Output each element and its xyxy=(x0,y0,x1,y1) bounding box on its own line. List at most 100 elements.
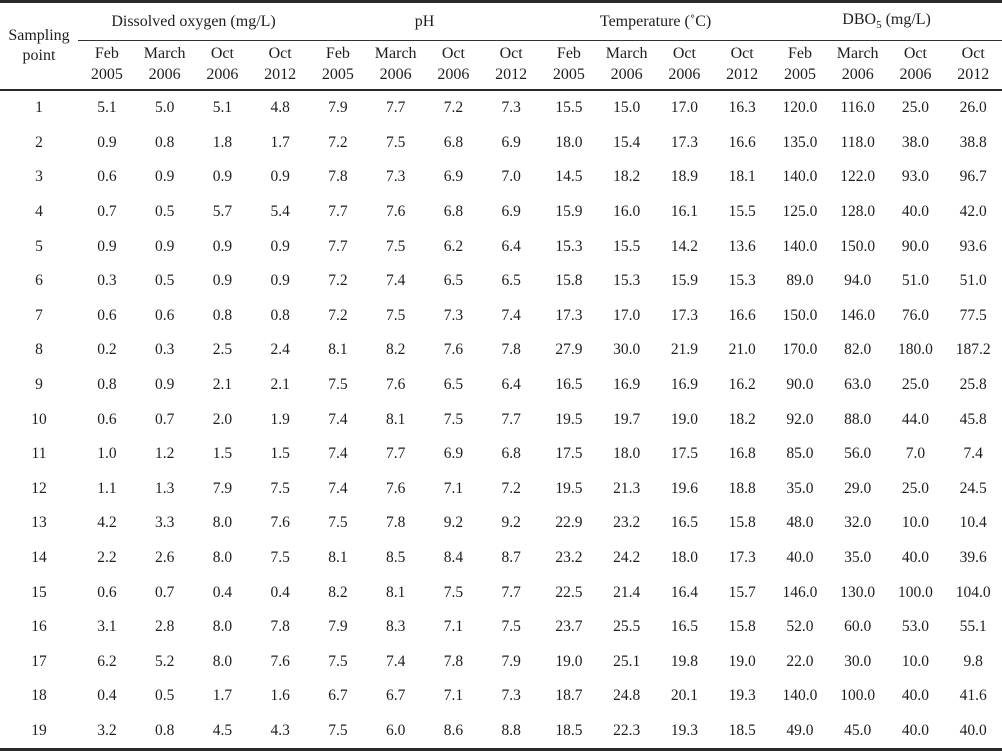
value-cell: 53.0 xyxy=(901,618,929,636)
column-month: Oct xyxy=(268,45,292,63)
table-row: 3 0.6 0.9 0.9 0.9 7.8 7.3 6.9 7.0 14.5 18.2 18.9 18.… xyxy=(0,160,1002,195)
column-month: Oct xyxy=(210,45,234,63)
value-cell: 17.5 xyxy=(670,445,698,463)
value-cell: 8.0 xyxy=(212,549,233,567)
value-cell: 0.9 xyxy=(270,272,290,290)
value-cell: 85.0 xyxy=(786,445,814,463)
value-cell: 7.9 xyxy=(212,479,233,497)
column-header-march-2006: March 2006 xyxy=(828,40,887,91)
value-cell: 19.3 xyxy=(728,687,756,705)
value-cell: 7.4 xyxy=(385,272,406,290)
value-cell: 7.5 xyxy=(385,237,406,255)
value-cell: 130.0 xyxy=(840,583,876,601)
value-cell: 6.8 xyxy=(501,445,521,463)
value-cell: 4.5 xyxy=(212,721,233,739)
value-cell: 7.2 xyxy=(501,479,521,497)
value-cell: 1.5 xyxy=(212,445,233,463)
value-cell: 7.9 xyxy=(501,652,521,670)
dbo5-label-suffix: (mg/L) xyxy=(881,11,931,29)
value-cell: 0.8 xyxy=(97,376,117,394)
value-cell: 140.0 xyxy=(782,168,818,186)
value-cell: 89.0 xyxy=(786,272,814,290)
value-cell: 55.1 xyxy=(959,618,987,636)
value-cell: 32.0 xyxy=(844,514,872,532)
value-cell: 52.0 xyxy=(786,618,814,636)
column-header-oct-2012: Oct 2012 xyxy=(482,40,541,91)
value-cell: 90.0 xyxy=(901,237,929,255)
value-cell: 9.2 xyxy=(501,514,521,532)
value-cell: 5.1 xyxy=(212,99,233,117)
value-cell: 8.3 xyxy=(385,618,406,636)
value-cell: 7.7 xyxy=(328,237,348,255)
value-cell: 94.0 xyxy=(844,272,872,290)
table-row: 6 0.3 0.5 0.9 0.9 7.2 7.4 6.5 6.5 15.8 15.3 15.9 15.… xyxy=(0,264,1002,299)
value-cell: 7.3 xyxy=(443,306,464,324)
value-cell: 104.0 xyxy=(955,583,991,601)
value-cell: 18.9 xyxy=(670,168,698,186)
value-cell: 7.5 xyxy=(328,376,348,394)
value-cell: 40.0 xyxy=(959,721,987,739)
value-cell: 16.3 xyxy=(728,99,756,117)
value-cell: 1.5 xyxy=(270,445,290,463)
value-cell: 128.0 xyxy=(840,203,876,221)
value-cell: 0.3 xyxy=(97,272,117,290)
value-cell: 7.7 xyxy=(385,445,406,463)
value-cell: 19.8 xyxy=(670,652,698,670)
table-row: 9 0.8 0.9 2.1 2.1 7.5 7.6 6.5 6.4 16.5 16.9 16.9 16.… xyxy=(0,368,1002,403)
value-cell: 45.8 xyxy=(959,410,987,428)
value-cell: 8.5 xyxy=(385,549,406,567)
value-cell: 3.2 xyxy=(97,721,117,739)
value-cell: 16.2 xyxy=(728,376,756,394)
value-cell: 7.0 xyxy=(501,168,521,186)
column-year: 2006 xyxy=(206,66,239,83)
value-cell: 7.0 xyxy=(905,445,926,463)
value-cell: 40.0 xyxy=(901,687,929,705)
column-year: 2006 xyxy=(148,66,181,83)
value-cell: 23.2 xyxy=(613,514,641,532)
value-cell: 10.4 xyxy=(959,514,987,532)
value-cell: 7.5 xyxy=(328,652,348,670)
sampling-point-cell: 2 xyxy=(35,133,43,151)
value-cell: 6.7 xyxy=(385,687,406,705)
value-cell: 180.0 xyxy=(898,341,933,359)
value-cell: 0.9 xyxy=(270,168,290,186)
value-cell: 7.6 xyxy=(385,376,406,394)
value-cell: 7.5 xyxy=(443,583,464,601)
value-cell: 0.4 xyxy=(270,583,290,601)
value-cell: 7.9 xyxy=(328,618,348,636)
value-cell: 0.3 xyxy=(154,341,175,359)
value-cell: 7.9 xyxy=(328,99,348,117)
value-cell: 13.6 xyxy=(728,237,756,255)
table-header: Sampling point Dissolved oxygen (mg/L) p… xyxy=(0,1,1002,91)
value-cell: 16.9 xyxy=(670,376,698,394)
value-cell: 7.7 xyxy=(501,583,521,601)
value-cell: 48.0 xyxy=(786,514,814,532)
column-month: Oct xyxy=(903,45,927,63)
value-cell: 27.9 xyxy=(555,341,583,359)
value-cell: 18.0 xyxy=(613,445,641,463)
value-cell: 88.0 xyxy=(844,410,872,428)
value-cell: 7.7 xyxy=(385,99,406,117)
value-cell: 2.1 xyxy=(212,376,233,394)
value-cell: 22.0 xyxy=(786,652,814,670)
value-cell: 4.8 xyxy=(270,99,290,117)
value-cell: 2.2 xyxy=(97,549,117,567)
value-cell: 8.4 xyxy=(443,549,464,567)
value-cell: 17.5 xyxy=(555,445,583,463)
column-year: 2005 xyxy=(552,66,585,83)
value-cell: 19.3 xyxy=(670,721,698,739)
value-cell: 6.8 xyxy=(443,133,464,151)
value-cell: 7.5 xyxy=(270,479,290,497)
sampling-point-cell: 18 xyxy=(31,687,47,705)
value-cell: 30.0 xyxy=(613,341,641,359)
value-cell: 24.2 xyxy=(613,549,641,567)
column-month: March xyxy=(374,45,417,63)
value-cell: 15.5 xyxy=(555,99,583,117)
column-month: Feb xyxy=(556,45,581,63)
column-month: Oct xyxy=(961,45,985,63)
value-cell: 7.6 xyxy=(270,514,290,532)
value-cell: 7.6 xyxy=(385,203,406,221)
value-cell: 6.8 xyxy=(443,203,464,221)
value-cell: 5.7 xyxy=(212,203,233,221)
